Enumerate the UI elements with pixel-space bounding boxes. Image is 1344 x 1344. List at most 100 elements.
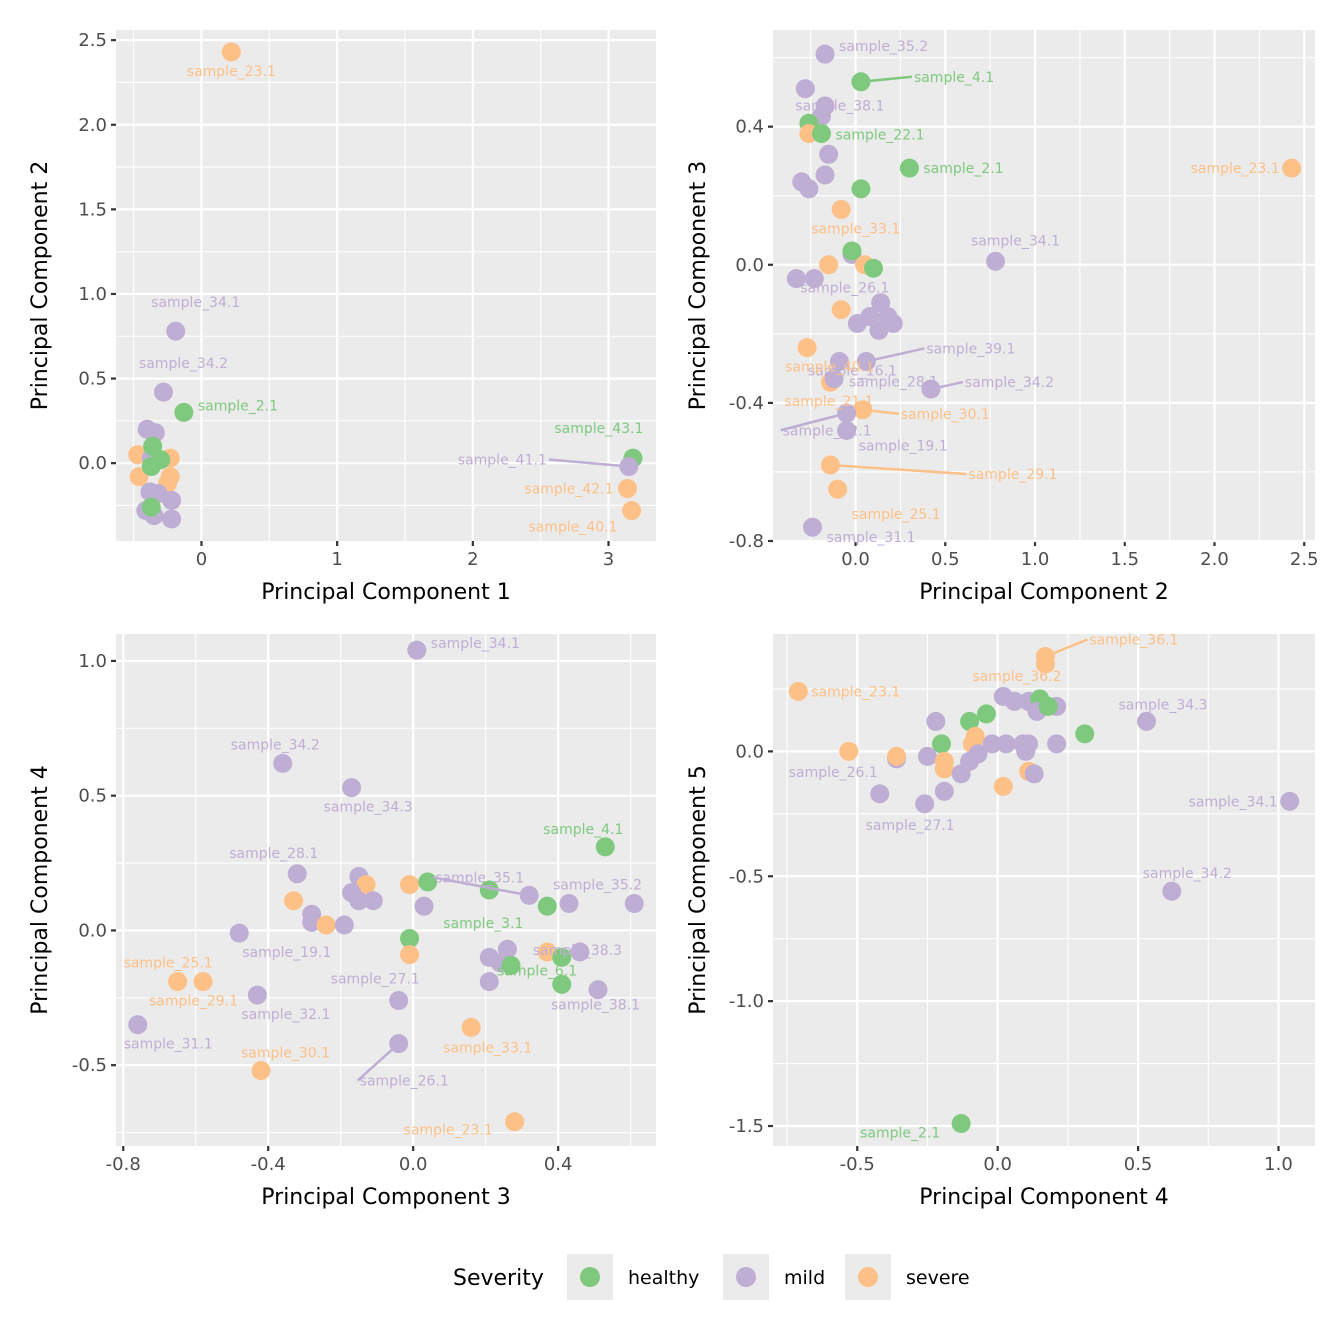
labels-layer: sample_34.1 sample_34.2 sample_34.3 sample_… (124, 636, 642, 1139)
point-label: sample_2.1 (923, 161, 1003, 177)
data-point-mild (1024, 764, 1044, 784)
legend-item-healthy: healthy (567, 1254, 699, 1300)
point-label: sample_38.1 (795, 99, 884, 115)
y-tick-label: 2.0 (78, 115, 107, 136)
data-point-healthy (537, 896, 557, 916)
data-point-mild (559, 893, 579, 913)
legend-label: severe (906, 1267, 970, 1289)
data-point-mild (1137, 711, 1157, 731)
data-point-severe (622, 501, 642, 521)
data-point-mild (934, 781, 954, 801)
y-tick-label: -0.5 (729, 866, 764, 887)
y-tick-label: 2.5 (78, 30, 107, 51)
data-point-severe (831, 200, 851, 220)
legend-key-mild (736, 1267, 756, 1287)
data-point-healthy (811, 124, 831, 144)
data-point-healthy (141, 457, 161, 477)
point-label: sample_3.1 (443, 916, 523, 932)
data-point-mild (162, 509, 182, 529)
data-point-severe (831, 300, 851, 320)
data-point-healthy (951, 1114, 971, 1134)
y-tick-label: 0.0 (78, 920, 107, 941)
point-label: sample_34.3 (324, 800, 413, 816)
point-label: sample_29.1 (149, 994, 238, 1010)
point-label: sample_35.2 (839, 39, 928, 55)
point-label: sample_32.1 (241, 1007, 330, 1023)
points-layer (788, 646, 1300, 1134)
data-point-mild (824, 369, 844, 389)
labels-layer: sample_36.1 sample_36.2 sample_23.1 sample_… (789, 632, 1278, 1141)
x-tick-label: 0.5 (1124, 1154, 1153, 1175)
point-label: sample_29.1 (968, 467, 1057, 483)
y-axis-title: Principal Component 4 (28, 765, 53, 1014)
data-point-healthy (1075, 724, 1095, 744)
legend-item-mild: mild (723, 1254, 825, 1300)
point-label: sample_31.1 (124, 1037, 213, 1053)
label-leader-line (356, 1042, 400, 1082)
label-leader-line (862, 408, 899, 416)
data-point-healthy (899, 158, 919, 178)
point-label: sample_34.2 (231, 737, 320, 753)
legend-item-severe: severe (845, 1254, 970, 1300)
point-label: sample_23.1 (1191, 161, 1280, 177)
labels-layer: sample_35.2 sample_4.1 sample_38.1 sample_2… (780, 39, 1280, 546)
point-label: sample_35.2 (553, 877, 642, 893)
y-axis-title: Principal Component 2 (28, 161, 53, 410)
data-point-severe (537, 942, 557, 962)
y-tick-label: -1.5 (729, 1116, 764, 1137)
panel-background (773, 30, 1315, 541)
data-point-mild (1016, 741, 1036, 761)
x-tick-label: 0.0 (841, 549, 870, 570)
data-point-severe (797, 338, 817, 358)
x-tick-label: 1.5 (1110, 549, 1139, 570)
data-point-mild (273, 753, 293, 773)
point-label: sample_28.1 (849, 375, 938, 391)
x-axis-title: Principal Component 4 (919, 1185, 1168, 1210)
point-label: sample_27.1 (866, 818, 955, 834)
data-point-severe (356, 875, 376, 895)
data-point-mild (1162, 881, 1182, 901)
data-point-mild (363, 891, 383, 911)
data-point-healthy (174, 402, 194, 422)
data-point-mild (870, 784, 890, 804)
data-point-healthy (141, 497, 161, 517)
point-label: sample_4.1 (543, 822, 623, 838)
data-point-mild (128, 1015, 148, 1035)
y-tick-label: 0.5 (78, 786, 107, 807)
y-tick-label: -0.4 (729, 393, 764, 414)
data-point-healthy (552, 947, 572, 967)
data-point-healthy (479, 880, 499, 900)
data-point-mild (951, 764, 971, 784)
data-point-severe (505, 1112, 525, 1132)
point-label: sample_26.1 (789, 765, 878, 781)
data-point-mild (334, 915, 354, 935)
point-label: sample_30.1 (241, 1046, 330, 1062)
y-tick-label: 0.5 (78, 369, 107, 390)
panel-1: 0 1 2 3 0.0 0.5 1.0 1.5 2.0 2.5 Principal Componen… (28, 30, 656, 605)
point-label: sample_34.2 (139, 356, 228, 372)
data-point-mild (1047, 734, 1067, 754)
legend-key-severe (858, 1267, 878, 1287)
data-point-mild (917, 746, 937, 766)
data-point-severe (993, 776, 1013, 796)
label-leader-line (780, 412, 847, 432)
data-point-severe (1282, 158, 1302, 178)
data-point-mild (996, 734, 1016, 754)
point-label: sample_4.1 (914, 70, 994, 86)
point-label: sample_34.1 (971, 233, 1060, 249)
data-point-mild (247, 985, 267, 1005)
x-tick-label: 1.0 (1021, 549, 1050, 570)
y-tick-label: 1.5 (78, 199, 107, 220)
point-label: sample_34.2 (1143, 866, 1232, 882)
y-axis-title: Principal Component 5 (686, 765, 711, 1014)
point-label: sample_34.1 (431, 636, 520, 652)
y-tick-label: 0.0 (735, 741, 764, 762)
data-point-healthy (418, 872, 438, 892)
point-label: sample_19.1 (859, 439, 948, 455)
data-point-healthy (552, 974, 572, 994)
x-tick-label: -0.4 (251, 1154, 286, 1175)
panel-4: -0.5 0.0 0.5 1.0 0.0 -0.5 -1.0 -1.5 Principal Co… (686, 632, 1315, 1210)
point-label: sample_34.3 (1119, 697, 1208, 713)
panel-2: 0.0 0.5 1.0 1.5 2.0 2.5 0.4 0.0 -0.4 -0.8 Principa… (686, 30, 1319, 605)
data-point-severe (461, 1017, 481, 1037)
